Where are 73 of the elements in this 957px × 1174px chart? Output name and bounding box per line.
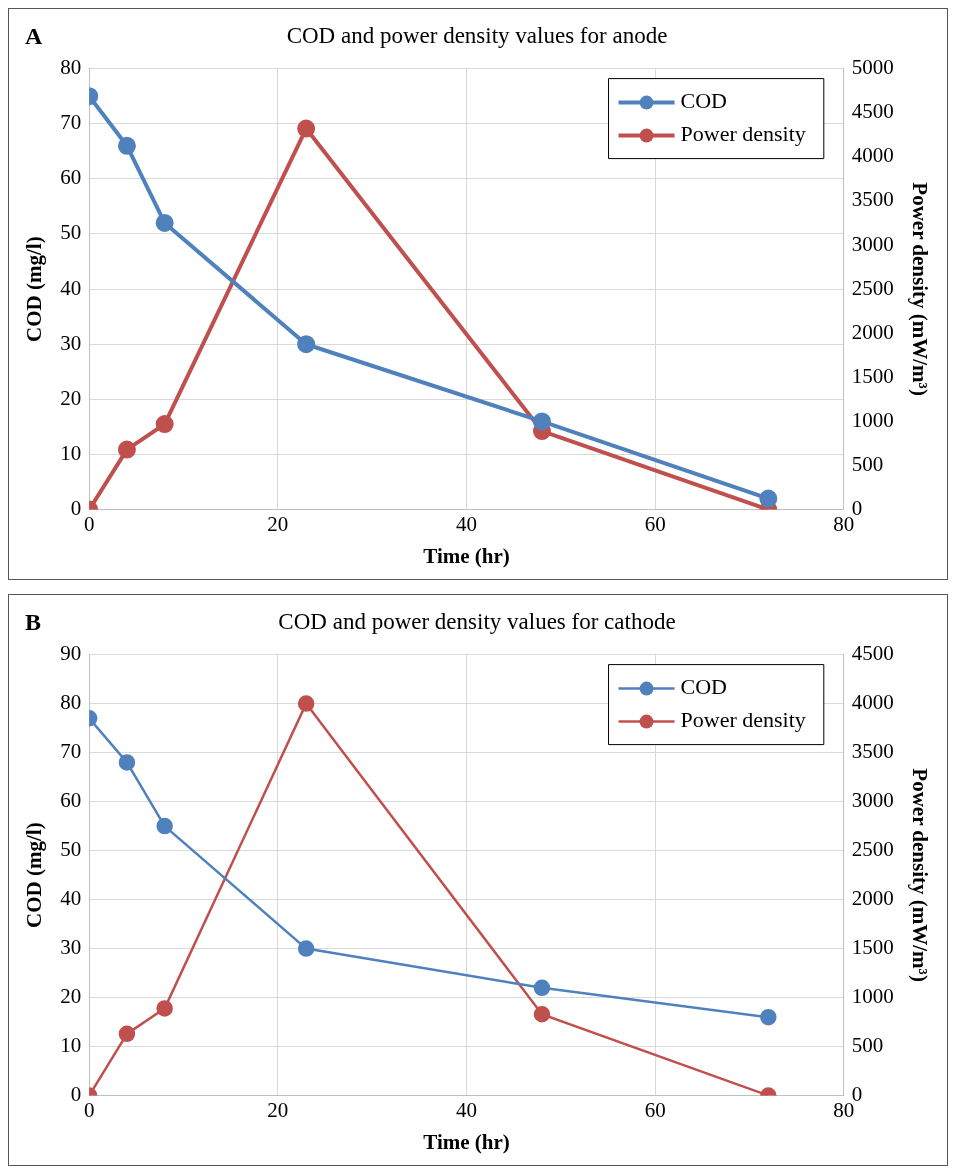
point xyxy=(117,136,136,155)
legend-label: COD xyxy=(680,674,727,700)
y-axis-title: COD (mg/l) xyxy=(22,236,47,342)
y-tick-label: 70 xyxy=(60,110,82,135)
x-tick-label: 40 xyxy=(456,1097,477,1122)
y-tick-label: 40 xyxy=(60,886,82,911)
y-tick-label: 50 xyxy=(60,220,82,245)
legend-label: Power density xyxy=(680,121,806,147)
y2-tick-label: 1500 xyxy=(851,935,894,960)
x-axis-title: Time (hr) xyxy=(423,1129,510,1154)
y-axis-title: COD (mg/l) xyxy=(22,822,47,928)
y-tick-label: 20 xyxy=(60,385,82,410)
point xyxy=(759,489,778,508)
point xyxy=(118,754,136,771)
point xyxy=(118,1025,136,1043)
point xyxy=(297,335,316,354)
text: B xyxy=(25,609,42,636)
y-tick-label: 10 xyxy=(60,1033,82,1058)
y-tick-label: 30 xyxy=(60,330,82,355)
point xyxy=(297,695,315,712)
legend-label: COD xyxy=(680,88,727,114)
point xyxy=(533,1006,551,1023)
y2-tick-label: 3000 xyxy=(851,231,894,256)
point xyxy=(532,412,551,431)
y-tick-label: 60 xyxy=(60,788,82,813)
y2-tick-label: 3500 xyxy=(851,187,894,212)
point xyxy=(533,979,551,997)
y2-tick-label: 3000 xyxy=(851,788,894,813)
point xyxy=(155,415,174,434)
point xyxy=(297,940,315,957)
point xyxy=(156,817,173,835)
y-tick-label: 40 xyxy=(60,275,82,300)
chart-title: COD and power density values for anode xyxy=(286,22,668,48)
y-tick-label: 80 xyxy=(60,55,82,80)
y-tick-label: 20 xyxy=(60,984,82,1009)
y2-tick-label: 500 xyxy=(851,452,884,477)
y2-tick-label: 4500 xyxy=(851,641,894,666)
y2-tick-label: 4500 xyxy=(851,99,894,124)
point xyxy=(117,440,136,459)
x-tick-label: 60 xyxy=(644,1097,666,1122)
y2-axis-title: Power density (mW/m³) xyxy=(907,768,932,982)
y2-axis-title: Power density (mW/m³) xyxy=(907,182,932,396)
legend-label: Power density xyxy=(680,707,806,733)
y2-tick-label: 2000 xyxy=(851,886,894,911)
y2-tick-label: 2500 xyxy=(851,275,894,300)
x-tick-label: 40 xyxy=(456,511,477,536)
y-tick-label: 30 xyxy=(60,935,82,960)
y-tick-label: 80 xyxy=(60,690,82,715)
y2-tick-label: 1000 xyxy=(851,407,894,432)
y2-tick-label: 2500 xyxy=(851,837,894,862)
y2-tick-label: 3500 xyxy=(851,739,894,764)
point xyxy=(155,213,174,232)
y2-tick-label: 1500 xyxy=(851,363,894,388)
y-tick-label: 70 xyxy=(60,739,82,764)
x-tick-label: 20 xyxy=(267,511,289,536)
y2-tick-label: 5000 xyxy=(851,55,894,80)
point xyxy=(297,119,316,138)
y2-tick-label: 500 xyxy=(851,1033,884,1058)
text: A xyxy=(25,23,43,50)
y-tick-label: 90 xyxy=(60,641,82,666)
y-tick-label: 50 xyxy=(60,837,82,862)
y2-tick-label: 4000 xyxy=(851,143,894,168)
y2-tick-label: 1000 xyxy=(851,984,894,1009)
point xyxy=(156,1000,173,1017)
y-tick-label: 60 xyxy=(60,165,82,190)
y-tick-label: 10 xyxy=(60,440,82,465)
y2-tick-label: 2000 xyxy=(851,319,894,344)
x-tick-label: 60 xyxy=(644,511,666,536)
chart-title: COD and power density values for cathode xyxy=(278,608,676,634)
y2-tick-label: 4000 xyxy=(851,690,894,715)
point xyxy=(760,1008,777,1026)
x-tick-label: 20 xyxy=(267,1097,289,1122)
x-axis-title: Time (hr) xyxy=(423,543,510,568)
